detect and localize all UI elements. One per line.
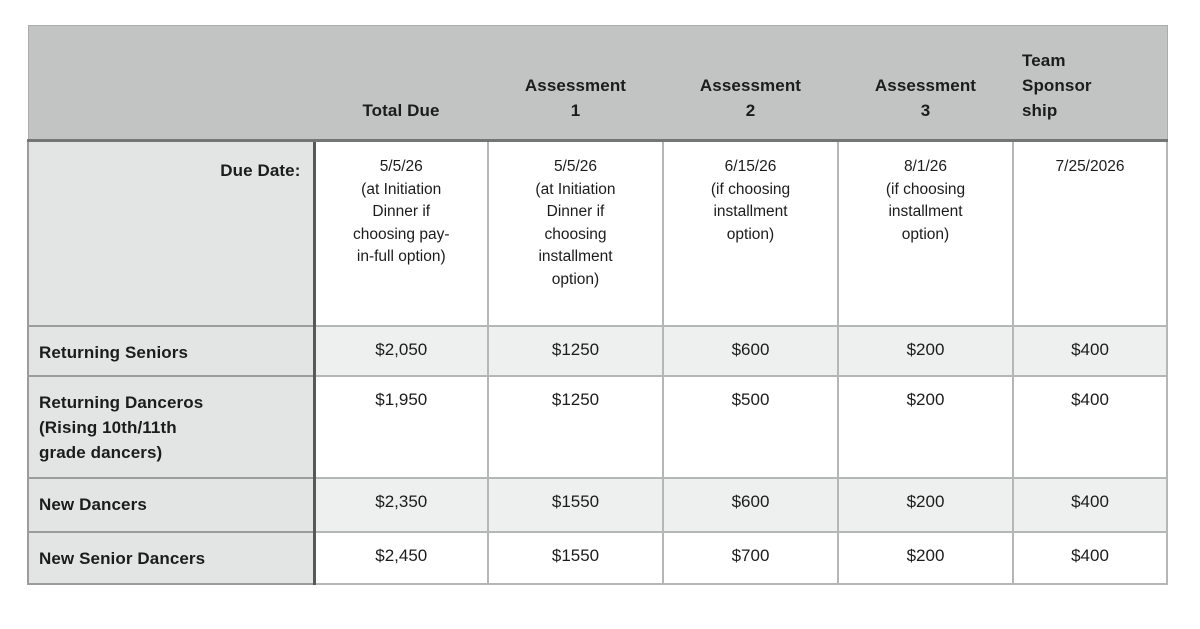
table-row-returning-danceros: Returning Danceros (Rising 10th/11th gra…	[27, 374, 1168, 479]
cell-assessment-2: $600	[662, 476, 839, 533]
cell-team-sponsorship: $400	[1012, 324, 1168, 377]
cell-assessment-1: $1550	[487, 476, 664, 533]
cell-total-due: $2,450	[313, 530, 489, 585]
cell-team-sponsorship: $400	[1012, 476, 1168, 533]
cell-assessment-1: $1250	[487, 324, 664, 377]
cell-team-sponsorship: $400	[1012, 530, 1168, 585]
column-header-team-sponsorship: Team Sponsor ship	[1013, 25, 1167, 142]
table-row-new-dancers: New Dancers $2,350 $1550 $600 $200 $400	[27, 476, 1168, 533]
column-header-total-due: Total Due	[314, 25, 488, 142]
due-date-team-sponsorship: 7/25/2026	[1012, 139, 1168, 327]
row-label: Returning Danceros (Rising 10th/11th gra…	[27, 374, 316, 479]
cell-total-due: $2,050	[313, 324, 489, 377]
row-label: New Senior Dancers	[27, 530, 316, 585]
cell-assessment-3: $200	[837, 530, 1014, 585]
due-date-assessment-3: 8/1/26 (if choosing installment option)	[837, 139, 1014, 327]
column-header-assessment-2: Assessment 2	[663, 25, 838, 142]
header-row: Total Due Assessment 1 Assessment 2 Asse…	[28, 25, 1167, 142]
cell-total-due: $1,950	[313, 374, 489, 479]
row-label: New Dancers	[27, 476, 316, 533]
due-date-total-due: 5/5/26 (at Initiation Dinner if choosing…	[313, 139, 489, 327]
column-header-assessment-1: Assessment 1	[488, 25, 663, 142]
due-date-row: Due Date: 5/5/26 (at Initiation Dinner i…	[27, 139, 1168, 327]
column-header-blank	[28, 25, 314, 142]
payment-schedule-table: Total Due Assessment 1 Assessment 2 Asse…	[27, 25, 1168, 585]
cell-assessment-3: $200	[837, 374, 1014, 479]
cell-assessment-1: $1550	[487, 530, 664, 585]
cell-assessment-3: $200	[837, 324, 1014, 377]
cell-assessment-2: $600	[662, 324, 839, 377]
due-date-assessment-2: 6/15/26 (if choosing installment option)	[662, 139, 839, 327]
cell-assessment-1: $1250	[487, 374, 664, 479]
due-date-label: Due Date:	[27, 139, 316, 327]
table-row-new-senior-dancers: New Senior Dancers $2,450 $1550 $700 $20…	[27, 530, 1168, 585]
cell-assessment-2: $500	[662, 374, 839, 479]
due-date-assessment-1: 5/5/26 (at Initiation Dinner if choosing…	[487, 139, 664, 327]
cell-team-sponsorship: $400	[1012, 374, 1168, 479]
cell-assessment-3: $200	[837, 476, 1014, 533]
cell-assessment-2: $700	[662, 530, 839, 585]
table-row-returning-seniors: Returning Seniors $2,050 $1250 $600 $200…	[27, 324, 1168, 377]
cell-total-due: $2,350	[313, 476, 489, 533]
row-label: Returning Seniors	[27, 324, 316, 377]
column-header-assessment-3: Assessment 3	[838, 25, 1013, 142]
